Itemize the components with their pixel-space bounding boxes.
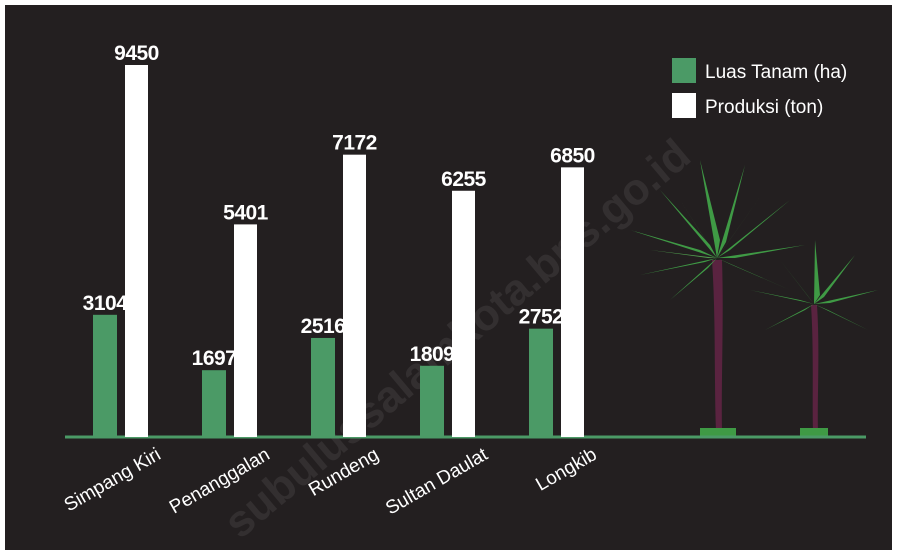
legend-label: Luas Tanam (ha) <box>705 62 847 83</box>
value-label: 2516 <box>301 315 346 338</box>
bar <box>93 314 117 437</box>
bar <box>452 190 475 437</box>
legend-swatch <box>672 58 696 83</box>
bar <box>234 224 257 437</box>
value-label: 2752 <box>519 306 564 329</box>
bar <box>420 365 444 437</box>
background <box>5 5 892 550</box>
bar <box>343 154 366 437</box>
bar <box>311 337 335 437</box>
value-label: 1809 <box>410 343 455 366</box>
palm-trees <box>630 160 878 436</box>
legend-swatch <box>672 93 696 118</box>
value-label: 3104 <box>83 292 129 315</box>
legend-label: Produksi (ton) <box>705 97 823 118</box>
value-label: 1697 <box>192 347 237 370</box>
bar <box>202 370 226 437</box>
bar <box>529 328 553 437</box>
value-label: 5401 <box>223 201 269 224</box>
bar <box>125 65 148 437</box>
value-label: 6255 <box>441 168 487 191</box>
value-label: 9450 <box>114 42 159 65</box>
value-label: 7172 <box>332 132 377 155</box>
bar <box>561 167 584 437</box>
value-label: 6850 <box>550 144 595 167</box>
